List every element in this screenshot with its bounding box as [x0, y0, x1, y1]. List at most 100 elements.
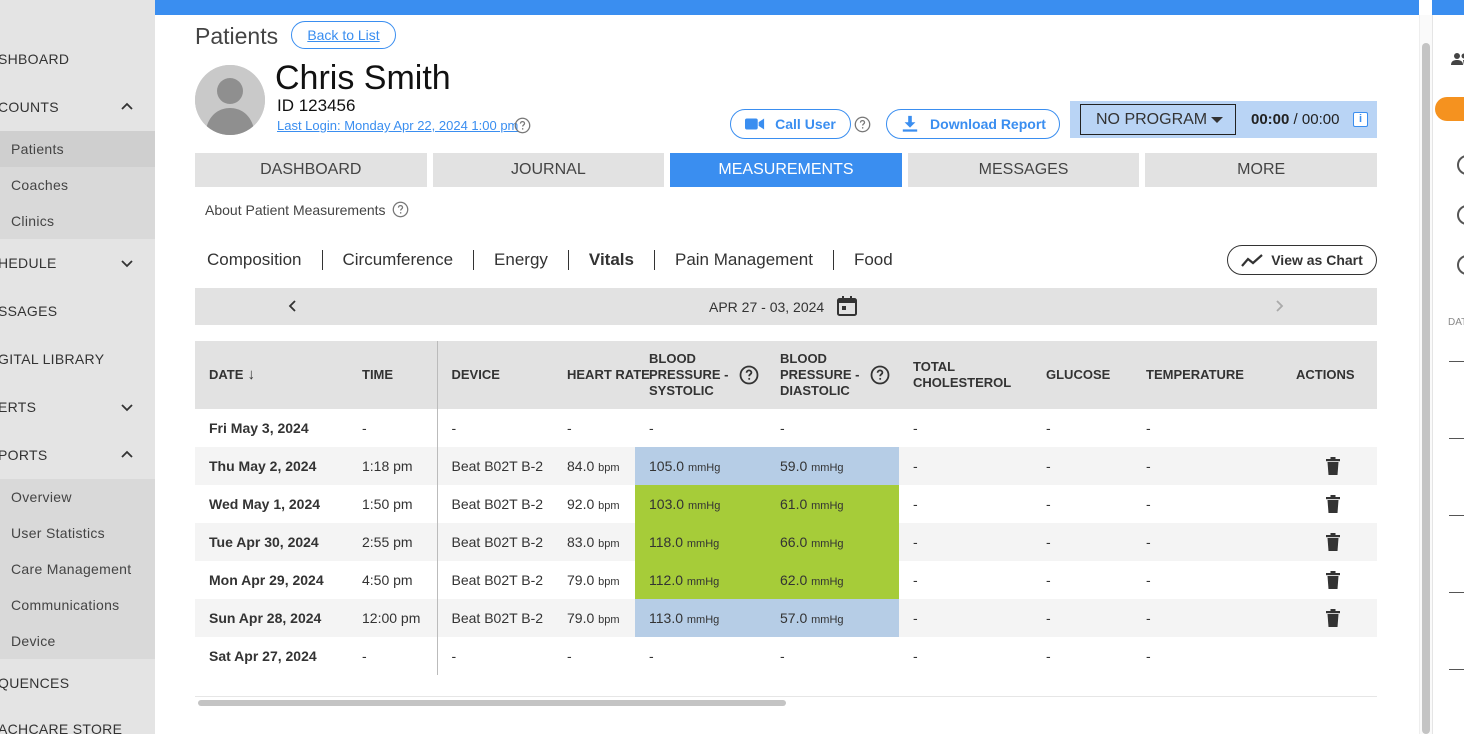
- diastolic-cell-unit: mmHg: [811, 576, 844, 588]
- about-measurements[interactable]: About Patient Measurements: [205, 201, 409, 218]
- sort-arrow-icon[interactable]: ↓: [247, 366, 255, 383]
- subtab-pain-management[interactable]: Pain Management: [674, 250, 813, 269]
- scrollbar-thumb[interactable]: [1422, 43, 1430, 734]
- diastolic-cell-unit: mmHg: [811, 614, 844, 626]
- call-user-button[interactable]: Call User: [730, 109, 851, 139]
- help-circle-icon[interactable]: [514, 117, 531, 134]
- info-icon[interactable]: i: [1353, 112, 1368, 127]
- right-panel-label: DAT: [1448, 317, 1464, 328]
- sidebar-item[interactable]: ACHCARE STORE: [0, 714, 155, 734]
- heart-rate-cell-value: -: [567, 648, 572, 664]
- time-cell: 1:18 pm: [348, 447, 438, 485]
- table-row: Fri May 3, 2024 - - - - - - - -: [195, 409, 1377, 447]
- subtab-circumference[interactable]: Circumference: [342, 250, 454, 269]
- last-login-link[interactable]: Last Login: Monday Apr 22, 2024 1:00 pm: [277, 118, 519, 133]
- clock-icon[interactable]: [1457, 205, 1464, 225]
- heart-rate-cell-value: 84.0: [567, 458, 595, 474]
- orange-toggle[interactable]: [1435, 97, 1464, 121]
- chevron-down-icon[interactable]: [119, 399, 135, 415]
- calendar-icon[interactable]: [836, 295, 858, 317]
- subtab-composition[interactable]: Composition: [207, 250, 302, 269]
- main-content: Patients Back to List Chris Smith ID 123…: [155, 15, 1419, 734]
- download-icon: [902, 115, 918, 132]
- chevron-up-icon[interactable]: [119, 447, 135, 463]
- divider: [1449, 361, 1464, 362]
- subtab-divider: [473, 250, 475, 270]
- tab-more[interactable]: MORE: [1145, 153, 1377, 187]
- back-to-list-button[interactable]: Back to List: [291, 21, 396, 49]
- column-header-temperature: TEMPERATURE: [1132, 341, 1282, 409]
- header-label: TIME: [362, 367, 394, 382]
- sidebar-subitem[interactable]: Clinics: [0, 203, 155, 239]
- program-select[interactable]: NO PROGRAM: [1080, 104, 1236, 135]
- trash-icon[interactable]: [1296, 495, 1377, 513]
- sidebar-item[interactable]: ERTS: [0, 392, 155, 422]
- time-cell: 12:00 pm: [348, 599, 438, 637]
- diastolic-cell-unit: mmHg: [811, 500, 844, 512]
- vertical-scrollbar[interactable]: [1419, 15, 1432, 734]
- download-report-button[interactable]: Download Report: [886, 109, 1060, 139]
- device-cell-value: -: [451, 420, 457, 436]
- actions-cell: [1282, 485, 1377, 523]
- chevron-down-icon[interactable]: [119, 255, 135, 271]
- subtab-energy[interactable]: Energy: [494, 250, 548, 269]
- sidebar-subitem[interactable]: Care Management: [0, 551, 155, 587]
- actions-cell: [1282, 599, 1377, 637]
- sidebar-subitem[interactable]: User Statistics: [0, 515, 155, 551]
- temperature-cell-value: -: [1146, 458, 1151, 474]
- chevron-right-icon[interactable]: [1271, 298, 1287, 314]
- subtab-vitals[interactable]: Vitals: [588, 250, 634, 269]
- tab-measurements[interactable]: MEASUREMENTS: [670, 153, 902, 187]
- vitals-table: DATE ↓ TIME DEVICE HEART RATE BLOOD PRESSURE …: [195, 341, 1377, 675]
- heart-rate-cell: 79.0 bpm: [553, 599, 635, 637]
- chevron-up-icon[interactable]: [119, 99, 135, 115]
- subtab-food[interactable]: Food: [853, 250, 893, 269]
- date-cell: Thu May 2, 2024: [195, 447, 348, 485]
- sidebar-item[interactable]: SHBOARD: [0, 44, 155, 74]
- tab-messages[interactable]: MESSAGES: [907, 153, 1140, 187]
- sidebar-item[interactable]: COUNTS: [0, 92, 155, 122]
- clock-icon[interactable]: [1457, 255, 1464, 275]
- tab-journal[interactable]: JOURNAL: [432, 153, 665, 187]
- program-timer: 00:00 / 00:00: [1251, 111, 1339, 128]
- tab-dashboard[interactable]: DASHBOARD: [195, 153, 427, 187]
- page-title: Patients: [195, 23, 279, 49]
- systolic-cell-value: 113.0: [649, 610, 683, 626]
- sidebar-item[interactable]: SSAGES: [0, 296, 155, 326]
- clock-icon[interactable]: [1457, 155, 1464, 175]
- sidebar-subitem[interactable]: Device: [0, 623, 155, 659]
- sidebar-subitem[interactable]: Patients: [0, 131, 155, 167]
- sidebar-subitem[interactable]: Coaches: [0, 167, 155, 203]
- glucose-cell-value: -: [1046, 648, 1051, 664]
- horizontal-scrollbar[interactable]: [195, 696, 1377, 706]
- sidebar-item[interactable]: PORTS: [0, 440, 155, 470]
- sidebar-subitem[interactable]: Communications: [0, 587, 155, 623]
- people-icon[interactable]: [1451, 52, 1464, 66]
- sidebar-item[interactable]: QUENCES: [0, 668, 155, 698]
- header-label: TEMPERATURE: [1146, 367, 1244, 382]
- device-cell-value: Beat B02T B-2: [451, 572, 544, 588]
- heart-rate-cell-value: 92.0: [567, 496, 595, 512]
- trash-icon[interactable]: [1296, 609, 1377, 627]
- heart-rate-cell: 79.0 bpm: [553, 561, 635, 599]
- scrollbar-thumb[interactable]: [198, 700, 786, 706]
- sidebar-item[interactable]: GITAL LIBRARY: [0, 344, 155, 374]
- sidebar-item[interactable]: HEDULE: [0, 248, 155, 278]
- time-cell-value: 2:55 pm: [362, 534, 413, 550]
- trash-icon[interactable]: [1296, 457, 1377, 475]
- sidebar-subitem[interactable]: Overview: [0, 479, 155, 515]
- cholesterol-cell: -: [899, 523, 1032, 561]
- trash-icon[interactable]: [1296, 571, 1377, 589]
- subtab-divider: [567, 250, 569, 270]
- help-circle-icon[interactable]: [854, 116, 871, 133]
- trend-line-icon: [1241, 254, 1263, 267]
- systolic-cell: 112.0 mmHg: [635, 561, 766, 599]
- systolic-cell-unit: mmHg: [687, 500, 721, 512]
- column-header-date[interactable]: DATE ↓: [195, 341, 348, 409]
- chevron-left-icon[interactable]: [285, 298, 301, 314]
- systolic-cell-unit: mmHg: [686, 538, 720, 550]
- help-circle-icon[interactable]: [870, 365, 890, 385]
- help-circle-icon[interactable]: [739, 365, 759, 385]
- trash-icon[interactable]: [1296, 533, 1377, 551]
- view-as-chart-button[interactable]: View as Chart: [1227, 245, 1377, 275]
